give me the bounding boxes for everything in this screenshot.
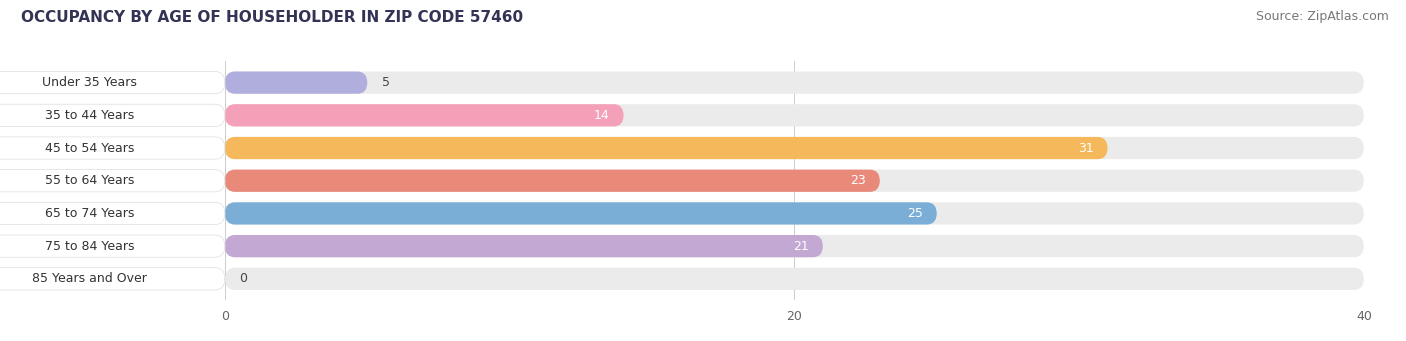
FancyBboxPatch shape	[225, 202, 1364, 224]
FancyBboxPatch shape	[225, 169, 880, 192]
FancyBboxPatch shape	[0, 202, 225, 224]
FancyBboxPatch shape	[0, 137, 225, 159]
Text: 31: 31	[1077, 142, 1094, 154]
FancyBboxPatch shape	[225, 268, 1364, 290]
Text: 0: 0	[239, 272, 247, 285]
FancyBboxPatch shape	[225, 72, 1364, 94]
Text: 14: 14	[593, 109, 609, 122]
Text: 35 to 44 Years: 35 to 44 Years	[45, 109, 135, 122]
FancyBboxPatch shape	[225, 137, 1108, 159]
Text: 21: 21	[793, 240, 808, 253]
FancyBboxPatch shape	[0, 72, 225, 94]
FancyBboxPatch shape	[225, 202, 936, 224]
Text: Under 35 Years: Under 35 Years	[42, 76, 138, 89]
FancyBboxPatch shape	[0, 235, 225, 257]
FancyBboxPatch shape	[0, 104, 225, 127]
Text: 55 to 64 Years: 55 to 64 Years	[45, 174, 135, 187]
Text: 75 to 84 Years: 75 to 84 Years	[45, 240, 135, 253]
Text: OCCUPANCY BY AGE OF HOUSEHOLDER IN ZIP CODE 57460: OCCUPANCY BY AGE OF HOUSEHOLDER IN ZIP C…	[21, 10, 523, 25]
Text: Source: ZipAtlas.com: Source: ZipAtlas.com	[1256, 10, 1389, 23]
Text: 23: 23	[849, 174, 866, 187]
FancyBboxPatch shape	[225, 104, 1364, 127]
Text: 85 Years and Over: 85 Years and Over	[32, 272, 148, 285]
FancyBboxPatch shape	[225, 169, 1364, 192]
FancyBboxPatch shape	[225, 235, 1364, 257]
FancyBboxPatch shape	[225, 104, 624, 127]
FancyBboxPatch shape	[225, 72, 367, 94]
FancyBboxPatch shape	[225, 137, 1364, 159]
Text: 45 to 54 Years: 45 to 54 Years	[45, 142, 135, 154]
FancyBboxPatch shape	[225, 235, 823, 257]
FancyBboxPatch shape	[0, 169, 225, 192]
FancyBboxPatch shape	[0, 268, 225, 290]
Text: 5: 5	[381, 76, 389, 89]
Text: 25: 25	[907, 207, 922, 220]
Text: 65 to 74 Years: 65 to 74 Years	[45, 207, 135, 220]
